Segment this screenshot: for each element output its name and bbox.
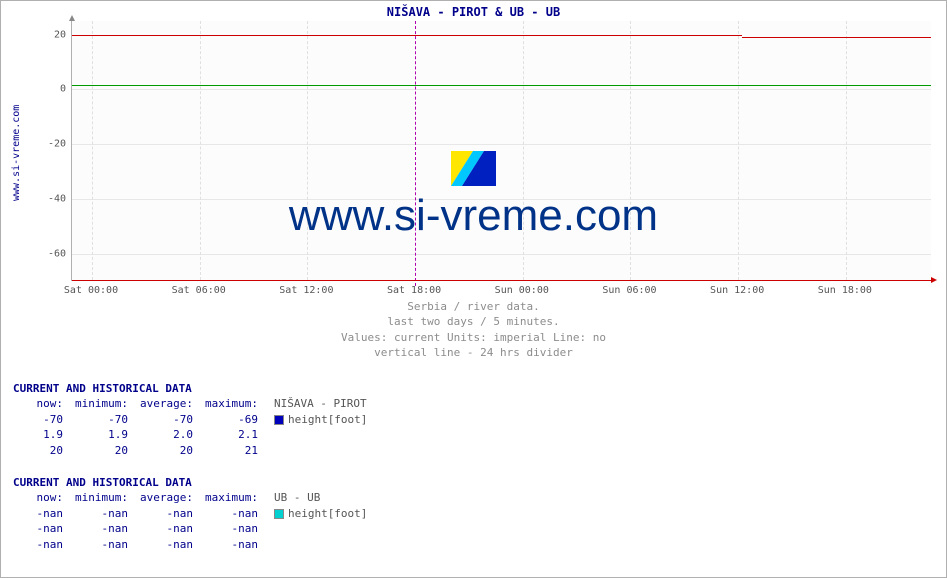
gridline-h: [72, 199, 931, 200]
x-tick-label: Sun 18:00: [818, 285, 872, 296]
y-axis-arrow: [69, 15, 75, 21]
cell: -70: [69, 412, 134, 427]
chart-title: NIŠAVA - PIROT & UB - UB: [1, 5, 946, 19]
data-block-heading: CURRENT AND HISTORICAL DATA: [13, 381, 373, 396]
x-axis-arrow: [931, 277, 937, 283]
cell: -nan: [199, 506, 264, 521]
gridline-v: [846, 21, 847, 280]
cell: 1.9: [13, 427, 69, 442]
gridline-v: [738, 21, 739, 280]
cell: -69: [199, 412, 264, 427]
cell: -70: [134, 412, 199, 427]
cell: -nan: [134, 537, 199, 552]
data-block: CURRENT AND HISTORICAL DATAnow:minimum:a…: [13, 381, 373, 458]
col-header: average:: [134, 396, 199, 411]
table-row: 1.91.92.02.1: [13, 427, 373, 442]
cell: 1.9: [69, 427, 134, 442]
metric-label: height[foot]: [264, 506, 373, 521]
data-table: now:minimum:average:maximum:NIŠAVA - PIR…: [13, 396, 373, 458]
gridline-h: [72, 144, 931, 145]
y-tick-label: -40: [36, 193, 66, 204]
y-tick-label: 0: [36, 84, 66, 95]
col-header: minimum:: [69, 396, 134, 411]
table-row: 20202021: [13, 443, 373, 458]
station-name: NIŠAVA - PIROT: [264, 396, 373, 411]
cell: -nan: [69, 506, 134, 521]
subtitle-line: last two days / 5 minutes.: [1, 314, 946, 329]
table-row: -nan-nan-nan-nanheight[foot]: [13, 506, 373, 521]
col-header: maximum:: [199, 490, 264, 505]
cell: -nan: [69, 521, 134, 536]
legend-swatch: [274, 415, 284, 425]
cell: -nan: [199, 537, 264, 552]
cell: 21: [199, 443, 264, 458]
empty-cell: [264, 521, 373, 536]
cell: 2.1: [199, 427, 264, 442]
series-red-tail: [742, 37, 931, 38]
divider-line: [415, 21, 416, 286]
gridline-h: [72, 89, 931, 90]
empty-cell: [264, 443, 373, 458]
metric-label: height[foot]: [264, 412, 373, 427]
y-tick-label: -60: [36, 248, 66, 259]
station-name: UB - UB: [264, 490, 373, 505]
empty-cell: [264, 537, 373, 552]
cell: -nan: [134, 521, 199, 536]
side-url-label: www.si-vreme.com: [11, 105, 22, 201]
col-header: now:: [13, 490, 69, 505]
legend-swatch: [274, 509, 284, 519]
cell: 20: [134, 443, 199, 458]
subtitle-line: Values: current Units: imperial Line: no: [1, 330, 946, 345]
gridline-h: [72, 254, 931, 255]
gridline-v: [630, 21, 631, 280]
table-row: -70-70-70-69height[foot]: [13, 412, 373, 427]
cell: 20: [13, 443, 69, 458]
data-block: CURRENT AND HISTORICAL DATAnow:minimum:a…: [13, 475, 373, 552]
data-block-heading: CURRENT AND HISTORICAL DATA: [13, 475, 373, 490]
gridline-v: [307, 21, 308, 280]
x-tick-label: Sun 12:00: [710, 285, 764, 296]
cell: -nan: [134, 506, 199, 521]
x-tick-label: Sat 00:00: [64, 285, 118, 296]
cell: -nan: [69, 537, 134, 552]
subtitle-line: vertical line - 24 hrs divider: [1, 345, 946, 360]
cell: -nan: [13, 506, 69, 521]
cell: 2.0: [134, 427, 199, 442]
x-tick-label: Sat 06:00: [172, 285, 226, 296]
data-table: now:minimum:average:maximum:UB - UB-nan-…: [13, 490, 373, 552]
x-tick-label: Sat 12:00: [279, 285, 333, 296]
col-header: now:: [13, 396, 69, 411]
cell: -70: [13, 412, 69, 427]
y-tick-label: 20: [36, 29, 66, 40]
chart-plot-area: [71, 21, 931, 281]
col-header: minimum:: [69, 490, 134, 505]
x-tick-label: Sun 06:00: [602, 285, 656, 296]
x-tick-label: Sun 00:00: [495, 285, 549, 296]
empty-cell: [264, 427, 373, 442]
gridline-v: [92, 21, 93, 280]
watermark-logo: [451, 151, 496, 186]
col-header: average:: [134, 490, 199, 505]
cell: 20: [69, 443, 134, 458]
cell: -nan: [13, 521, 69, 536]
x-tick-label: Sat 18:00: [387, 285, 441, 296]
table-row: -nan-nan-nan-nan: [13, 537, 373, 552]
series-green: [72, 85, 931, 86]
gridline-v: [200, 21, 201, 280]
cell: -nan: [199, 521, 264, 536]
gridline-v: [523, 21, 524, 280]
cell: -nan: [13, 537, 69, 552]
chart-subtitle: Serbia / river data. last two days / 5 m…: [1, 299, 946, 361]
subtitle-line: Serbia / river data.: [1, 299, 946, 314]
table-row: -nan-nan-nan-nan: [13, 521, 373, 536]
col-header: maximum:: [199, 396, 264, 411]
y-tick-label: -20: [36, 139, 66, 150]
